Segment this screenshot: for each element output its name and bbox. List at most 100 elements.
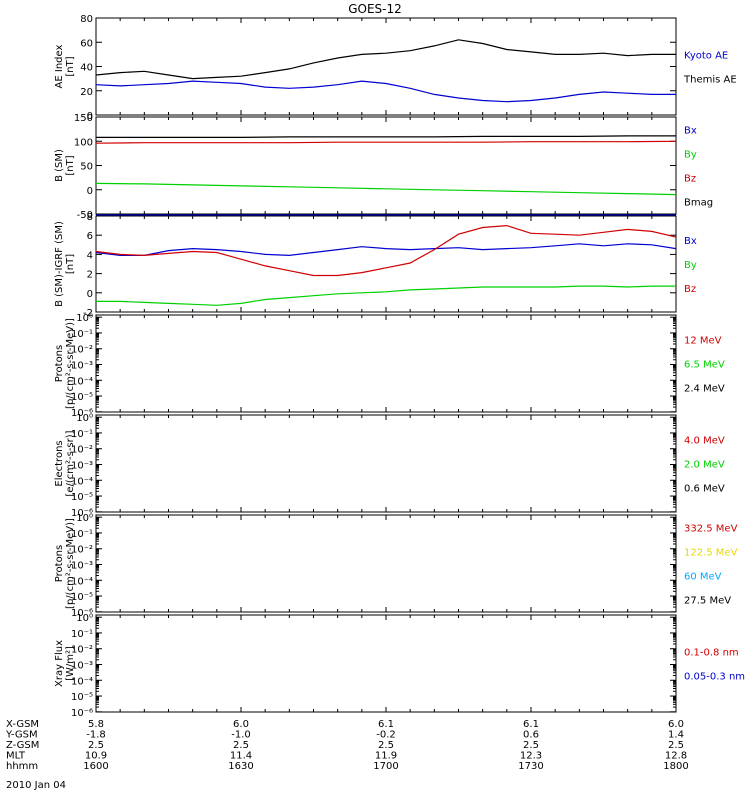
y-axis-unit: [p/(cm²-s-sr-MeV)] xyxy=(65,518,76,609)
y-tick-label: 10⁻⁵ xyxy=(71,392,93,403)
y-tick-label: 10⁻³ xyxy=(71,561,93,572)
coord-value: 12.8 xyxy=(665,751,687,762)
coord-value: 2.5 xyxy=(378,740,394,751)
coord-value: 2.5 xyxy=(88,740,104,751)
y-tick-label: 0 xyxy=(87,111,93,122)
coord-value: 1730 xyxy=(518,761,543,772)
series-line-kyoto-ae xyxy=(95,80,676,103)
y-tick-label: 4 xyxy=(87,250,93,261)
series-line-bz xyxy=(95,224,677,277)
y-tick-label: 10⁻⁵ xyxy=(71,592,93,603)
y-tick-label: 10⁻² xyxy=(71,645,93,656)
panel-frame-xray xyxy=(95,614,677,713)
y-tick-label: 10⁻⁶ xyxy=(71,508,93,519)
legend-entry: Bz xyxy=(684,174,696,185)
legend-entry: 12 MeV xyxy=(684,336,722,347)
y-tick-label: 10⁻⁴ xyxy=(71,676,93,687)
y-tick-label: 10⁻⁵ xyxy=(71,692,93,703)
coord-value: 0.6 xyxy=(523,730,539,741)
y-tick-label: 10⁻³ xyxy=(71,461,93,472)
y-tick-label: 10⁻² xyxy=(71,345,93,356)
legend-entry: 6.5 MeV xyxy=(684,360,725,371)
y-tick-label: 10⁻¹ xyxy=(71,329,93,340)
y-tick-label: 10⁻¹ xyxy=(71,429,93,440)
y-axis-title: Protons xyxy=(54,545,65,582)
legend-entry: By xyxy=(684,260,697,271)
legend-entry: By xyxy=(684,150,697,161)
panel-frame-b-sm-igrf xyxy=(95,215,677,313)
y-tick-label: 10⁻⁶ xyxy=(71,608,93,619)
coord-value: 12.3 xyxy=(520,751,542,762)
series-line-by xyxy=(95,182,677,196)
coord-value: 6.0 xyxy=(668,719,684,730)
coord-value: 11.4 xyxy=(230,751,252,762)
coord-row-label: MLT xyxy=(6,751,26,762)
figure-title: GOES-12 xyxy=(348,2,402,16)
y-axis-unit: [nT] xyxy=(65,155,76,175)
series-line-bz xyxy=(95,140,677,144)
y-tick-label: 10⁰ xyxy=(76,513,93,524)
legend-entry: 2.0 MeV xyxy=(684,460,725,471)
panel-frame-ae-index xyxy=(95,17,677,116)
legend-entry: Bx xyxy=(684,236,697,247)
y-tick-label: 10⁻² xyxy=(71,445,93,456)
legend-entry: 2.4 MeV xyxy=(684,384,725,395)
y-tick-label: 40 xyxy=(80,63,93,74)
coord-row-label: Z-GSM xyxy=(6,740,39,751)
series-line-by xyxy=(96,285,676,306)
legend-entry: Bx xyxy=(684,126,697,137)
y-axis-title: B (SM)-IGRF (SM) xyxy=(54,221,65,307)
y-axis-title: B (SM) xyxy=(54,149,65,182)
y-tick-label: 0 xyxy=(87,289,93,300)
y-axis-unit: [e/(cm²-s-sr)] xyxy=(65,430,76,496)
legend-entry: 60 MeV xyxy=(684,572,722,583)
y-tick-label: 10⁰ xyxy=(76,413,93,424)
coord-value: 1630 xyxy=(228,761,253,772)
legend-entry: Kyoto AE xyxy=(684,51,728,62)
y-tick-label: 100 xyxy=(74,137,93,148)
coord-value: 2.5 xyxy=(523,740,539,751)
y-tick-label: 8 xyxy=(87,212,93,223)
coord-value: 2.5 xyxy=(233,740,249,751)
coord-value: 2.5 xyxy=(668,740,684,751)
y-tick-label: 10⁻² xyxy=(71,545,93,556)
y-tick-label: 60 xyxy=(80,38,93,49)
y-tick-label: 20 xyxy=(80,87,93,98)
y-axis-unit: [nT] xyxy=(65,254,76,274)
y-tick-label: 10⁻⁴ xyxy=(71,376,93,387)
y-tick-label: 2 xyxy=(87,270,93,281)
legend-entry: 122.5 MeV xyxy=(684,548,738,559)
coord-value: 1600 xyxy=(83,761,108,772)
y-tick-label: 0 xyxy=(87,186,93,197)
coord-value: 10.9 xyxy=(85,751,107,762)
legend-entry: 332.5 MeV xyxy=(684,524,738,535)
legend-entry: Themis AE xyxy=(683,75,737,86)
y-axis-unit: [p/(cm²-s-sr-MeV)] xyxy=(65,318,76,409)
y-tick-label: 10⁰ xyxy=(76,313,93,324)
coord-value: -1.8 xyxy=(86,730,106,741)
coord-value: 1800 xyxy=(663,761,688,772)
legend-entry: Bmag xyxy=(684,198,713,209)
legend-entry: 4.0 MeV xyxy=(684,436,725,447)
coord-value: 1700 xyxy=(373,761,398,772)
coord-value: 5.8 xyxy=(88,719,104,730)
legend-entry: 27.5 MeV xyxy=(684,596,731,607)
y-tick-label: 10⁻⁶ xyxy=(71,708,93,719)
series-line-bmag xyxy=(96,135,676,138)
y-tick-label: 6 xyxy=(87,231,93,242)
y-tick-label: -50 xyxy=(77,210,93,221)
y-axis-title: AE Index xyxy=(54,44,65,88)
series-line-bx xyxy=(95,243,677,257)
y-tick-label: 10⁻³ xyxy=(71,361,93,372)
y-tick-label: 10⁻³ xyxy=(71,661,93,672)
y-axis-unit: [W/m²] xyxy=(65,646,76,681)
y-tick-label: 10⁻¹ xyxy=(71,529,93,540)
coord-row-label: Y-GSM xyxy=(5,730,38,741)
y-tick-label: 80 xyxy=(80,14,93,25)
y-axis-unit: [nT] xyxy=(65,56,76,76)
panel-frame-electrons xyxy=(95,414,677,513)
y-tick-label: 10⁻⁴ xyxy=(71,576,93,587)
series-line-themis-ae xyxy=(95,39,676,80)
legend-entry: 0.1-0.8 nm xyxy=(684,648,739,659)
